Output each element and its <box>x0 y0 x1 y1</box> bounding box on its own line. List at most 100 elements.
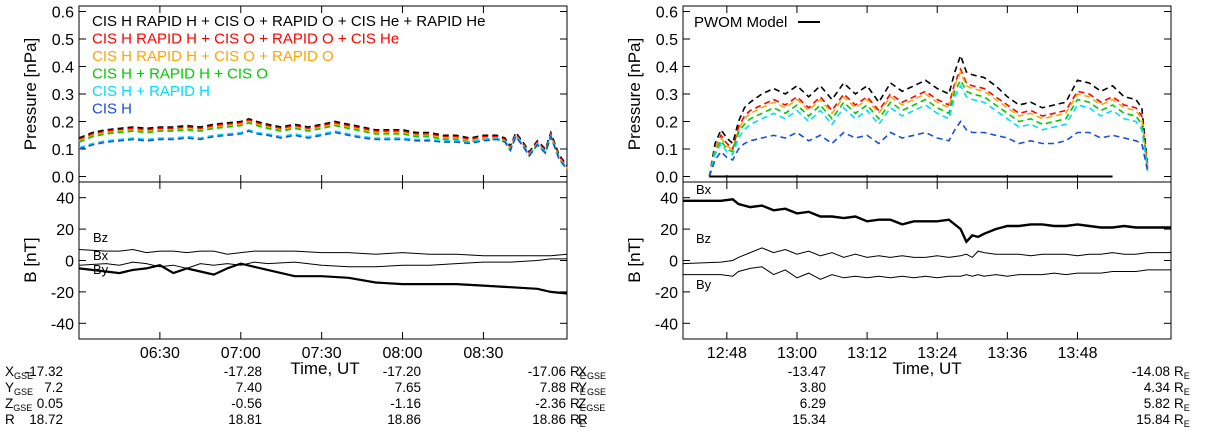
left-field-series-2 <box>78 262 568 295</box>
left-field-y-ticks: -40 -20 0 20 40 <box>51 191 567 333</box>
right-eph-unit-0: RE <box>1174 364 1190 381</box>
left-eph-value-0-0: -17.32 <box>25 364 63 379</box>
left-eph-unit-sub-2: E <box>580 403 586 413</box>
right-eph-value-3-1: 15.84 <box>1136 412 1170 427</box>
left-pressure-series-1 <box>78 119 568 168</box>
left-eph-value-2-3: -2.36 <box>535 396 566 411</box>
right-pressure-series-4 <box>708 84 1149 177</box>
left-xtick-label-3: 08:00 <box>383 345 423 362</box>
left-pressure-series-5 <box>78 130 568 171</box>
left-bx-label: Bx <box>93 248 109 263</box>
left-eph-value-2-1: -0.56 <box>231 396 262 411</box>
right-xtick-label-4: 13:36 <box>987 345 1027 362</box>
left-by-label: By <box>93 262 109 277</box>
left-legend-entry-3: CIS H + RAPID H + CIS O <box>92 66 268 83</box>
left-pressure-ylabel: Pressure [nPa] <box>21 38 40 150</box>
right-field-panel: -40 -20 0 20 40 B [nT] Bx Bz By 12:48 13:00 13… <box>625 6 1172 378</box>
right-eph-value-2-0: 6.29 <box>800 396 826 411</box>
left-pressure-series-4 <box>78 128 568 169</box>
right-x-title: Time, UT <box>892 359 961 378</box>
right-xtick-label-0: 12:48 <box>707 345 747 362</box>
left-field-series-1 <box>78 258 567 269</box>
left-field-series-0 <box>78 248 568 257</box>
right-pressure-ylabel: Pressure [nPa] <box>625 38 644 150</box>
right-pressure-lines <box>708 53 1149 178</box>
left-x-title: Time, UT <box>290 359 359 378</box>
right-eph-label-1: YGSE <box>578 380 606 397</box>
left-eph-value-3-1: 18.81 <box>228 412 262 427</box>
right-eph-unit-1: RE <box>1174 380 1190 397</box>
right-eph-unit-3: RE <box>1174 412 1190 429</box>
left-eph-label-sub-2: GSE <box>13 403 32 413</box>
left-eph-value-2-0: 0.05 <box>37 396 63 411</box>
right-pressure-frame <box>682 5 1172 183</box>
right-eph-value-1-0: 3.80 <box>800 380 826 395</box>
left-field-panel: -40 -20 0 20 40 B [nT] Bz Bx By 06:30 07:00 07… <box>21 6 568 378</box>
left-pressure-ytick-label-0: 0.0 <box>52 170 74 187</box>
right-pressure-ytick-label-1: 0.1 <box>656 142 678 159</box>
right-pressure-series-1 <box>708 67 1149 177</box>
left-pressure-ytick-label-5: 0.5 <box>52 32 74 49</box>
right-pressure-ytick-label-6: 0.6 <box>656 5 678 22</box>
left-eph-value-1-2: 7.65 <box>395 380 421 395</box>
left-xtick-label-2: 07:30 <box>302 345 342 362</box>
left-eph-value-1-1: 7.40 <box>236 380 262 395</box>
left-eph-label-2: ZGSE <box>5 396 32 413</box>
right-pressure-ytick-label-0: 0.0 <box>656 170 678 187</box>
right-bx-label: Bx <box>696 182 712 197</box>
left-pressure-ytick-label-4: 0.4 <box>52 60 74 77</box>
right-pressure-ytick-label-3: 0.3 <box>656 87 678 104</box>
right-eph-label-sub-2: GSE <box>586 403 605 413</box>
left-legend-entry-5: CIS H <box>92 101 132 118</box>
right-field-ytick-label-1: -20 <box>655 285 678 302</box>
right-eph-unit-sub-3: E <box>1184 419 1190 429</box>
left-pressure-series-3 <box>78 122 568 171</box>
right-field-ytick-label-0: -40 <box>655 316 678 333</box>
left-legend-entry-1: CIS H RAPID H + CIS O + RAPID O + CIS He <box>92 31 399 48</box>
left-field-ytick-label-2: 0 <box>65 254 74 271</box>
left-xtick-label-1: 07:00 <box>221 345 261 362</box>
right-pressure-panel: 0.0 0.1 0.2 0.3 0.4 0.5 0.6 Pressure [nPa] PWO… <box>625 5 1172 187</box>
right-eph-value-2-1: 5.82 <box>1144 396 1170 411</box>
right-field-series-2 <box>683 266 1171 280</box>
right-pressure-y-ticks: 0.0 0.1 0.2 0.3 0.4 0.5 0.6 <box>656 5 1171 187</box>
right-eph-value-1-1: 4.34 <box>1144 380 1171 395</box>
left-pressure-ytick-label-1: 0.1 <box>52 142 74 159</box>
left-field-ytick-label-4: 40 <box>56 191 74 208</box>
left-bz-label: Bz <box>93 230 108 245</box>
left-legend-entry-2: CIS H RAPID H + CIS O + RAPID O <box>92 48 334 65</box>
right-eph-label-0: XGSE <box>578 364 606 381</box>
right-field-ytick-label-4: 40 <box>660 191 678 208</box>
left-field-ytick-label-0: -40 <box>51 316 74 333</box>
left-eph-label-sub-0: GSE <box>14 371 33 381</box>
right-field-lines <box>682 198 1171 280</box>
left-legend-entry-4: CIS H + RAPID H <box>92 83 210 100</box>
left-x-ticks: 06:30 07:00 07:30 08:00 08:30 <box>140 6 504 362</box>
left-eph-value-1-3: 7.88 <box>540 380 566 395</box>
left-eph-value-0-2: -17.20 <box>383 364 421 379</box>
right-eph-label-3: R <box>578 412 588 427</box>
left-eph-value-1-0: 7.2 <box>44 380 63 395</box>
left-pressure-ytick-label-6: 0.6 <box>52 5 74 22</box>
left-pressure-y-ticks: 0.0 0.1 0.2 0.3 0.4 0.5 0.6 <box>52 5 567 187</box>
left-pressure-series-0 <box>78 117 568 166</box>
right-field-series-1 <box>682 247 1171 265</box>
right-pressure-series-0 <box>708 53 1149 177</box>
right-field-y-ticks: -40 -20 0 20 40 <box>655 191 1171 333</box>
left-field-ytick-label-3: 20 <box>56 222 74 239</box>
right-eph-value-0-1: -14.08 <box>1132 364 1170 379</box>
right-bz-label: Bz <box>696 231 711 246</box>
right-xtick-label-1: 13:00 <box>777 345 817 362</box>
right-eph-unit-2: RE <box>1174 396 1190 413</box>
left-eph-label-sub-1: GSE <box>14 387 33 397</box>
right-eph-label-sub-1: GSE <box>587 387 606 397</box>
left-field-ytick-label-1: -20 <box>51 285 74 302</box>
right-field-ylabel: B [nT] <box>625 237 644 282</box>
left-eph-value-3-0: 18.72 <box>29 412 63 427</box>
right-pressure-ytick-label-2: 0.2 <box>656 115 678 132</box>
right-pressure-series-2 <box>708 69 1149 177</box>
left-field-ylabel: B [nT] <box>21 237 40 282</box>
right-eph-label-2: ZGSE <box>578 396 605 413</box>
